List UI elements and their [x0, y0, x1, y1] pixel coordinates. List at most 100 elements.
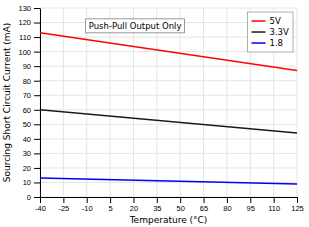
- tick: 100: [18, 48, 40, 57]
- tick-mark: [250, 197, 251, 203]
- tick: 10: [23, 178, 40, 187]
- tick: 125: [291, 197, 304, 213]
- annotation-text: Push-Pull Output Only: [89, 21, 182, 31]
- grid-line: [133, 8, 134, 197]
- tick-mark: [34, 37, 40, 38]
- tick: 60: [23, 106, 40, 115]
- x-axis-title: Temperature (°C): [129, 215, 208, 225]
- tick-label: 35: [153, 204, 161, 213]
- tick: 130: [18, 4, 40, 13]
- tick-label: 20: [130, 204, 138, 213]
- tick-mark: [40, 197, 41, 203]
- legend-swatch: [251, 20, 265, 22]
- tick-label: -40: [35, 204, 46, 213]
- tick-mark: [34, 139, 40, 140]
- series-line: [40, 178, 297, 184]
- tick: 80: [23, 77, 40, 86]
- axis-line: [40, 9, 41, 198]
- tick: 0: [27, 193, 40, 202]
- tick-mark: [157, 197, 158, 203]
- legend-item: 3.3V: [251, 27, 289, 37]
- tick: 20: [23, 164, 40, 173]
- grid-line: [86, 8, 87, 197]
- tick-mark: [34, 66, 40, 67]
- tick-label: 50: [23, 120, 31, 129]
- grid-line: [40, 8, 297, 9]
- tick-label: 80: [223, 204, 231, 213]
- tick-label: 125: [291, 204, 304, 213]
- grid-line: [226, 8, 227, 197]
- tick-mark: [63, 197, 64, 203]
- legend-label: 5V: [269, 16, 280, 26]
- tick: -10: [82, 197, 93, 213]
- tick: -25: [58, 197, 69, 213]
- tick: 110: [268, 197, 280, 213]
- tick: 30: [23, 149, 40, 158]
- tick-label: 65: [200, 204, 208, 213]
- legend-swatch: [251, 31, 265, 33]
- grid-line: [40, 80, 297, 81]
- grid-line: [297, 8, 298, 197]
- tick-mark: [34, 168, 40, 169]
- tick-label: 100: [18, 48, 31, 57]
- grid-line: [180, 8, 181, 197]
- tick-label: 50: [177, 204, 185, 213]
- legend-item: 5V: [251, 16, 280, 26]
- tick-label: 60: [23, 106, 31, 115]
- tick-mark: [34, 124, 40, 125]
- grid-line: [40, 138, 297, 139]
- legend-label: 3.3V: [269, 27, 289, 37]
- grid-line: [156, 8, 157, 197]
- tick-mark: [34, 81, 40, 82]
- legend-swatch: [251, 42, 265, 44]
- legend-item: 1.8: [251, 38, 283, 48]
- y-axis: 0 10 20 30 40 50 60 70 80 90 100 110 120 130: [18, 4, 40, 202]
- tick-mark: [180, 197, 181, 203]
- tick-mark: [110, 197, 111, 203]
- tick-mark: [34, 197, 40, 198]
- tick-label: -25: [58, 204, 69, 213]
- tick: 20: [130, 197, 138, 213]
- tick-mark: [34, 23, 40, 24]
- annotation-box: [86, 19, 185, 33]
- grid-line: [40, 95, 297, 96]
- lines: [40, 33, 297, 184]
- tick: 5: [109, 197, 113, 213]
- tick-mark: [87, 197, 88, 203]
- grid-line: [40, 124, 297, 125]
- y-axis-title: Sourcing Short Circuit Current (mA): [2, 23, 12, 183]
- tick: 70: [23, 91, 40, 100]
- plot: -40-25-105203550658095110125010203040506…: [18, 4, 303, 213]
- axis-line: [41, 197, 298, 198]
- tick-mark: [34, 153, 40, 154]
- series-line: [40, 110, 297, 133]
- grid-line: [40, 66, 297, 67]
- x-axis: -40-25-105203550658095110125: [35, 197, 304, 213]
- tick-label: 40: [23, 135, 31, 144]
- tick-mark: [34, 52, 40, 53]
- grid-line: [110, 8, 111, 197]
- grid-line: [40, 153, 297, 154]
- legend: 5V3.3V1.8: [247, 12, 293, 52]
- tick: 50: [23, 120, 40, 129]
- chart: -40-25-105203550658095110125010203040506…: [0, 0, 309, 227]
- tick-label: 10: [23, 178, 31, 187]
- tick-mark: [274, 197, 275, 203]
- tick: 110: [19, 33, 40, 42]
- tick-mark: [227, 197, 228, 203]
- tick-label: 90: [23, 62, 31, 71]
- tick-mark: [133, 197, 134, 203]
- tick-mark: [204, 197, 205, 203]
- tick-mark: [297, 197, 298, 203]
- tick: -40: [35, 197, 46, 213]
- tick-label: 5: [109, 204, 113, 213]
- tick-label: 70: [23, 91, 31, 100]
- tick: 50: [177, 197, 185, 213]
- legend-box: [247, 12, 293, 52]
- legend-label: 1.8: [269, 38, 283, 48]
- tick-label: 80: [23, 77, 31, 86]
- tick-label: 120: [18, 18, 31, 27]
- tick: 120: [18, 18, 40, 27]
- grid-line: [40, 167, 297, 168]
- grid-line: [40, 197, 297, 198]
